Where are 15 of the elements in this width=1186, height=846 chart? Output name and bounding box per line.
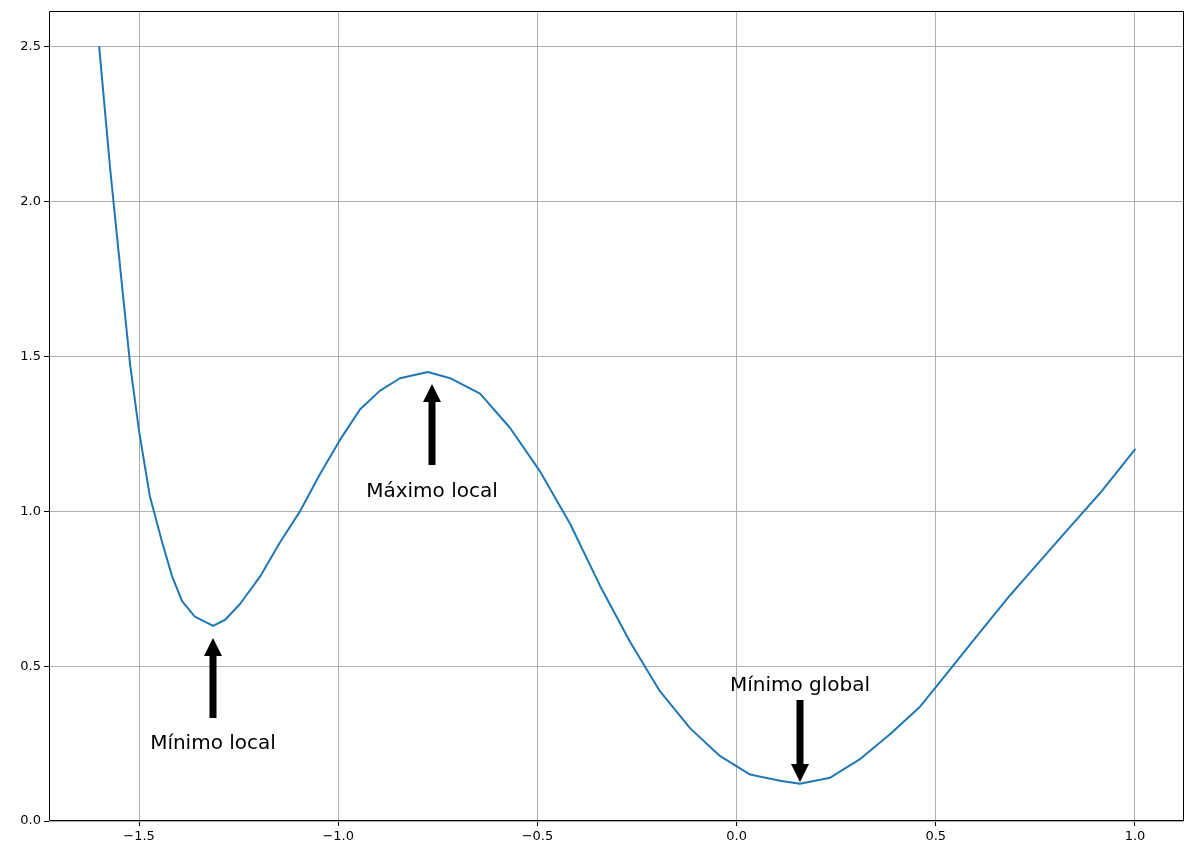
x-tick-label: 1.0	[1124, 828, 1146, 844]
y-tick-label: 1.5	[20, 347, 41, 363]
y-tick-label: 0.0	[20, 812, 41, 828]
annotation: Mínimo global	[729, 672, 871, 696]
x-tick-label: −1.0	[322, 828, 355, 844]
y-tick-label: 2.5	[20, 38, 41, 54]
y-tick-label: 2.0	[20, 193, 41, 209]
annotation: Mínimo local	[150, 730, 276, 754]
x-tick-label: −0.5	[521, 828, 554, 844]
y-tick-label: 0.5	[20, 657, 41, 673]
annotation: Máximo local	[366, 478, 498, 502]
y-tick-label: 1.0	[20, 502, 41, 518]
x-tick-label: −1.5	[123, 828, 155, 844]
x-tick-label: 0.5	[925, 828, 947, 844]
x-tick-label: 0.0	[726, 828, 747, 844]
